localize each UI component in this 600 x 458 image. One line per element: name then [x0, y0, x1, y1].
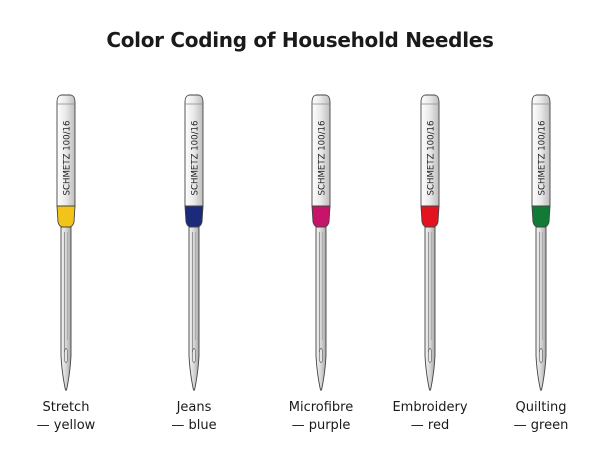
color-band [420, 205, 440, 228]
needle-shank [184, 94, 204, 207]
needle-color-word: — green [513, 418, 569, 433]
needle-stamp: SCHMETZ 100/16 [537, 121, 547, 196]
caption-quilting: Quilting — green [481, 399, 600, 435]
needle-color-word: — blue [171, 418, 217, 433]
color-band [311, 205, 331, 228]
color-band [56, 205, 76, 228]
needle-jeans: SCHMETZ 100/16 [184, 94, 204, 391]
needle-eye [428, 348, 432, 363]
needle-shank [420, 94, 440, 207]
needle-eye [539, 348, 543, 363]
needle-shank [531, 94, 551, 207]
diagram-title: Color Coding of Household Needles [106, 28, 494, 52]
needle-stamp: SCHMETZ 100/16 [317, 121, 327, 196]
needle-stretch: SCHMETZ 100/16 [56, 94, 76, 391]
needle-eye [192, 348, 196, 363]
needle-color-word: — red [410, 418, 450, 433]
needle-name: Quilting [515, 400, 567, 415]
needle-eye [319, 348, 323, 363]
color-band [531, 205, 551, 228]
needle-shank [56, 94, 76, 207]
needle-blade [188, 226, 200, 391]
needle-blade [60, 226, 72, 391]
needle-color-word: — yellow [36, 418, 96, 433]
needle-blade [315, 226, 327, 391]
needle-eye [64, 348, 68, 363]
caption-microfibre: Microfibre — purple [261, 399, 381, 435]
needle-blade [535, 226, 547, 391]
needle-name: Microfibre [288, 400, 354, 415]
needle-microfibre: SCHMETZ 100/16 [311, 94, 331, 391]
needle-blade [424, 226, 436, 391]
needle-color-word: — purple [291, 418, 351, 433]
caption-jeans: Jeans — blue [134, 399, 254, 435]
needle-name: Stretch [42, 400, 90, 415]
needle-name: Jeans [176, 400, 212, 415]
needle-stamp: SCHMETZ 100/16 [62, 121, 72, 196]
caption-embroidery: Embroidery — red [370, 399, 490, 435]
needle-stamp: SCHMETZ 100/16 [426, 121, 436, 196]
needle-shank [311, 94, 331, 207]
needle-quilting: SCHMETZ 100/16 [531, 94, 551, 391]
needle-embroidery: SCHMETZ 100/16 [420, 94, 440, 391]
needle-stamp: SCHMETZ 100/16 [190, 121, 200, 196]
color-band [184, 205, 204, 228]
needle-name: Embroidery [392, 400, 468, 415]
caption-stretch: Stretch — yellow [6, 399, 126, 435]
